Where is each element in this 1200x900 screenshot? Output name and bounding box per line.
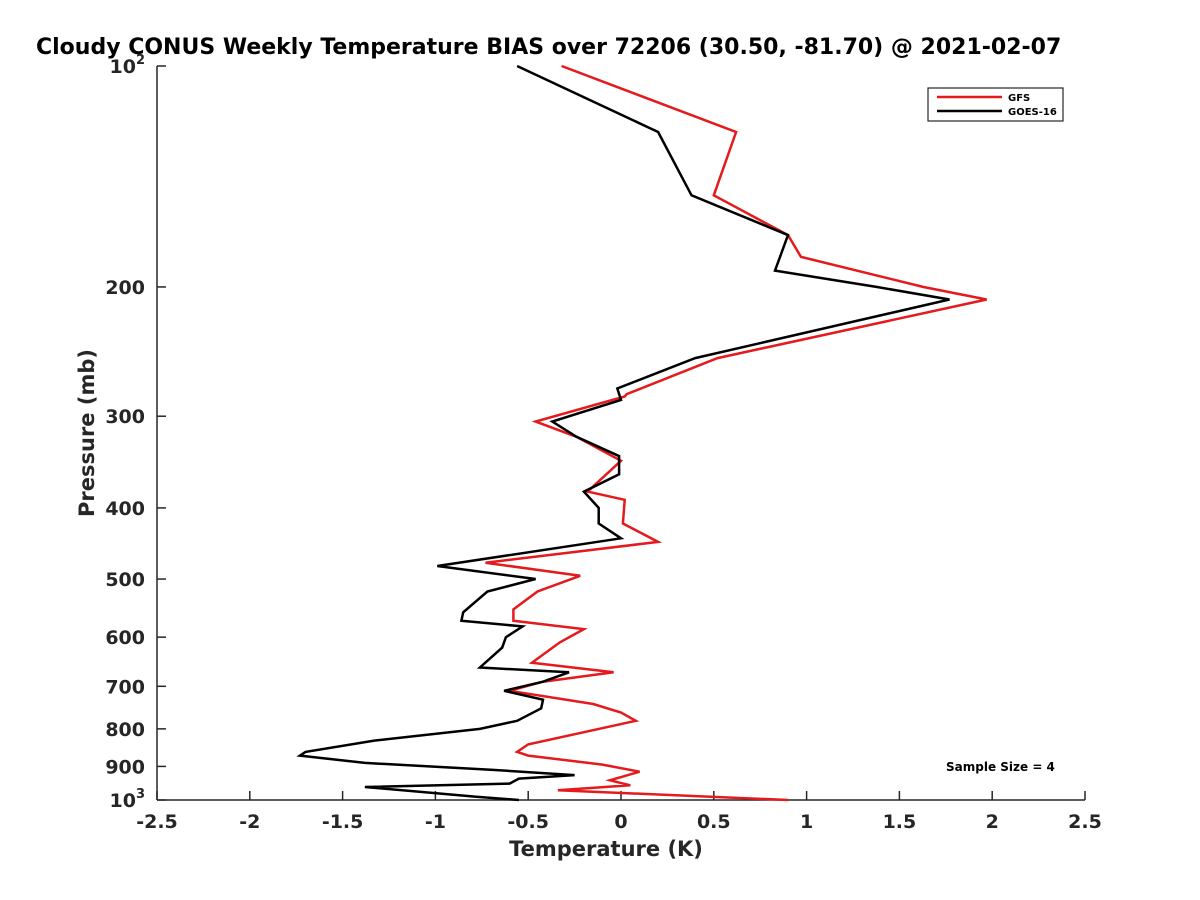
x-tick-label: -2 — [239, 811, 260, 833]
x-tick-label: -1 — [425, 811, 446, 833]
legend[interactable]: GFS GOES-16 — [927, 87, 1064, 122]
plot-frame — [156, 66, 1085, 801]
x-axis-label: Temperature (K) — [509, 837, 703, 861]
x-tick-label: 0.5 — [697, 811, 731, 833]
y-axis-label: Pressure (mb) — [75, 349, 99, 517]
y-tick-label: 200 — [105, 277, 145, 299]
x-tick-label: -0.5 — [507, 811, 549, 833]
y-tick-label: 700 — [105, 676, 145, 698]
y-tick-label: 800 — [105, 719, 145, 741]
legend-label: GFS — [1008, 93, 1030, 104]
series-line-goes-16 — [296, 64, 950, 802]
legend-box — [927, 87, 1064, 122]
x-axis: -2.5 -2 -1.5 -1 -0.5 0 0.5 1 1.5 2 2.5 — [136, 791, 1102, 833]
y-tick-label: 400 — [105, 498, 145, 520]
y-tick-label: 500 — [105, 569, 145, 591]
legend-label: GOES-16 — [1008, 107, 1057, 118]
series-layer — [296, 64, 987, 802]
sample-size-annotation: Sample Size = 4 — [946, 760, 1055, 774]
x-tick-label: 0 — [614, 811, 627, 833]
x-tick-label: 1 — [800, 811, 813, 833]
y-tick-label: 900 — [105, 756, 145, 778]
y-tick-label: 600 — [105, 627, 145, 649]
y-tick-label: 103 — [110, 787, 146, 812]
y-tick-label: 300 — [105, 406, 145, 428]
series-line-gfs — [485, 64, 987, 802]
chart-title: Cloudy CONUS Weekly Temperature BIAS ove… — [36, 35, 1061, 60]
y-tick-label: 102 — [110, 53, 146, 78]
x-tick-label: -1.5 — [322, 811, 364, 833]
y-axis: 102 200 300 400 500 600 700 800 900 103 — [105, 53, 166, 812]
x-tick-label: 2 — [986, 811, 999, 833]
x-tick-label: 1.5 — [883, 811, 917, 833]
x-tick-label: 2.5 — [1068, 811, 1102, 833]
x-tick-label: -2.5 — [136, 811, 178, 833]
